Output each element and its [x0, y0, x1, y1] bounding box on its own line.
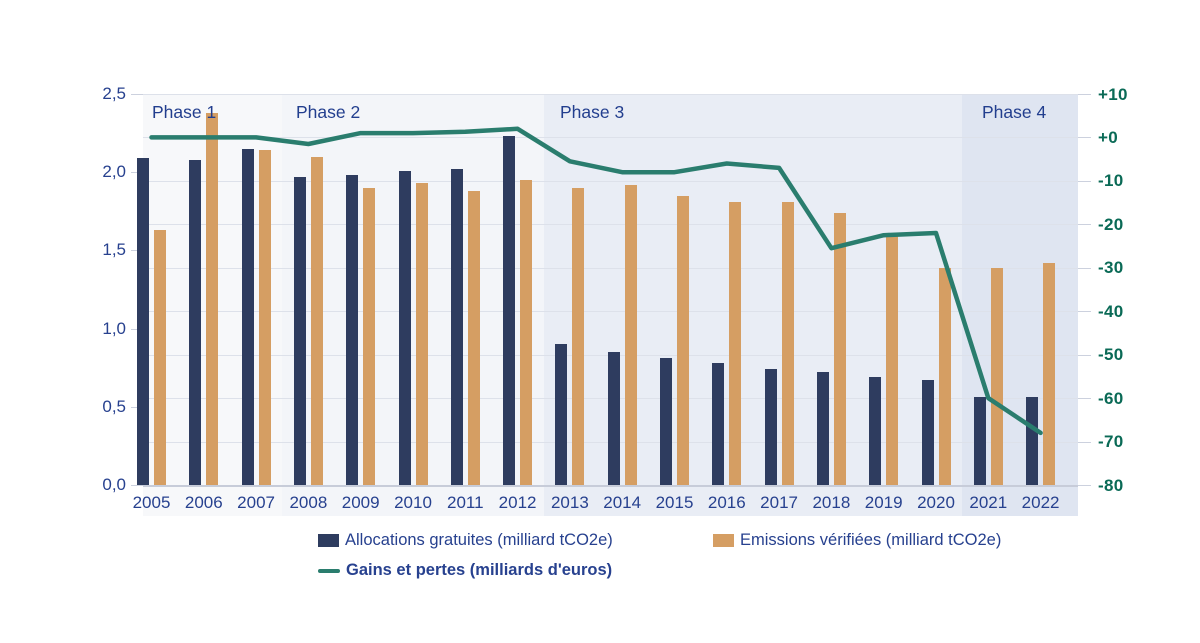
- x-axis-label-2017: 2017: [760, 493, 798, 512]
- right-axis-tick: [1078, 94, 1091, 95]
- right-axis-label--10: -10: [1098, 171, 1124, 191]
- right-axis-label--40: -40: [1098, 301, 1124, 321]
- left-axis-label-1,0: 1,0: [102, 318, 126, 338]
- right-axis-tick: [1078, 355, 1091, 356]
- x-axis-label-2010: 2010: [394, 493, 432, 512]
- bar-allocations-2021: [973, 397, 986, 485]
- bar-emissions-2013: [572, 187, 585, 485]
- gridline--40: [143, 311, 1078, 312]
- right-axis-label-+0: +0: [1098, 127, 1118, 147]
- right-axis-tick: [1078, 442, 1091, 443]
- x-axis-label-2019: 2019: [864, 493, 903, 512]
- x-axis-label-2016: 2016: [707, 493, 746, 512]
- right-axis-label--70: -70: [1098, 432, 1124, 452]
- x-axis-label-2013: 2013: [550, 493, 589, 512]
- x-axis-label-2005: 2005: [132, 493, 171, 512]
- bar-allocations-2012: [503, 136, 516, 485]
- right-axis-label--80: -80: [1098, 475, 1124, 495]
- x-axis-label-2012: 2012: [498, 493, 537, 512]
- bar-allocations-2014: [607, 352, 620, 485]
- right-axis-tick: [1078, 311, 1091, 312]
- bar-allocations-2020: [921, 380, 934, 485]
- bar-allocations-2018: [816, 372, 829, 485]
- bar-emissions-2012: [520, 180, 533, 485]
- left-axis-label-2,5: 2,5: [102, 84, 126, 103]
- right-axis-label--60: -60: [1098, 388, 1124, 408]
- left-axis-label-2,0: 2,0: [102, 162, 126, 182]
- right-axis-label--20: -20: [1098, 214, 1124, 234]
- bar-emissions-2015: [677, 195, 689, 485]
- bar-allocations-2016: [712, 363, 725, 485]
- gridline--10: [143, 181, 1078, 182]
- gridline--30: [143, 268, 1078, 269]
- bar-emissions-2018: [833, 212, 846, 485]
- x-axis-label-2006: 2006: [184, 493, 223, 512]
- bar-emissions-2008: [310, 156, 323, 485]
- phase-label-2: Phase 2: [296, 102, 361, 122]
- bar-emissions-2019: [886, 233, 899, 485]
- right-axis-label-+10: +10: [1098, 84, 1128, 104]
- bar-emissions-2014: [624, 184, 637, 485]
- bar-emissions-2022: [1043, 262, 1056, 485]
- bar-allocations-2013: [555, 344, 568, 485]
- right-axis-label--30: -30: [1098, 258, 1124, 278]
- phase-label-3: Phase 3: [560, 102, 625, 122]
- gridline--80: [143, 485, 1078, 487]
- x-axis-label-2007: 2007: [237, 493, 275, 512]
- bar-emissions-2020: [938, 267, 951, 485]
- gridline-+0: [143, 137, 1078, 138]
- bar-allocations-2007: [241, 148, 254, 485]
- right-axis-tick: [1078, 398, 1091, 399]
- bar-emissions-2011: [467, 191, 480, 485]
- right-axis-tick: [1078, 268, 1091, 269]
- right-axis-tick: [1078, 137, 1091, 138]
- phase-label-1: Phase 1: [152, 102, 217, 122]
- right-axis-tick: [1078, 181, 1091, 182]
- bar-emissions-2005: [154, 230, 166, 485]
- bar-allocations-2009: [346, 175, 359, 485]
- bar-allocations-2019: [869, 377, 882, 485]
- x-axis-label-2015: 2015: [655, 493, 694, 512]
- x-axis-label-2020: 2020: [917, 493, 955, 512]
- bar-allocations-2022: [1026, 397, 1039, 485]
- phase-label-4: Phase 4: [982, 102, 1047, 122]
- x-axis-label-2022: 2022: [1021, 493, 1060, 512]
- gridline-+10: [143, 94, 1078, 95]
- left-axis-label-0,0: 0,0: [102, 475, 126, 494]
- x-axis-label-2009: 2009: [341, 493, 380, 512]
- bar-allocations-2015: [660, 358, 672, 485]
- gains-pertes-polyline: [149, 126, 1043, 436]
- bar-allocations-2005: [137, 158, 149, 485]
- bar-allocations-2011: [450, 169, 463, 485]
- gridline--20: [143, 224, 1078, 225]
- bar-emissions-2006: [206, 112, 219, 485]
- bar-allocations-2008: [293, 176, 306, 485]
- x-axis-label-2021: 2021: [969, 493, 1008, 512]
- right-axis-tick: [1078, 485, 1091, 486]
- bar-emissions-2010: [415, 183, 428, 485]
- x-axis-label-2011: 2011: [447, 493, 484, 512]
- bar-emissions-2009: [363, 187, 376, 485]
- bar-allocations-2017: [764, 369, 777, 485]
- x-axis-label-2014: 2014: [603, 493, 642, 512]
- phase-band-2: [282, 94, 544, 516]
- bar-emissions-2016: [729, 201, 742, 485]
- x-axis-label-2008: 2008: [289, 493, 328, 512]
- left-axis-tick: [131, 94, 143, 95]
- bar-emissions-2007: [258, 150, 271, 485]
- left-axis-tick: [131, 485, 143, 486]
- x-axis-label-2018: 2018: [812, 493, 851, 512]
- bar-emissions-2021: [990, 267, 1003, 485]
- right-axis-label--50: -50: [1098, 345, 1124, 365]
- bar-allocations-2010: [398, 170, 411, 485]
- left-axis-label-1,5: 1,5: [102, 240, 126, 260]
- right-axis-tick: [1078, 224, 1091, 225]
- bar-allocations-2006: [189, 159, 202, 485]
- bar-emissions-2017: [781, 201, 794, 485]
- left-axis-label-0,5: 0,5: [102, 396, 126, 416]
